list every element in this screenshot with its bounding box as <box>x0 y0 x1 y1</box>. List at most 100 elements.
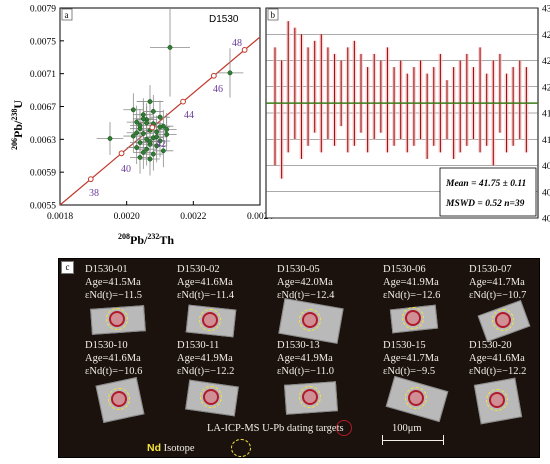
grain-end: εNd(t)=−12.4 <box>277 290 335 301</box>
grain-age: Age=41.9Ma <box>177 353 233 364</box>
grain-annotation: D1530-13 Age=41.9Ma εNd(t)=−11.0 <box>277 339 334 378</box>
panel-c-cl-images: D1530-01 Age=41.5Ma εNd(t)=−11.5 D1530-02 Ag… <box>58 258 540 458</box>
upb-spot <box>408 390 424 406</box>
grain-age: Age=41.7Ma <box>469 277 525 288</box>
nd-isotope-ring <box>106 308 128 330</box>
panel-a-label: a <box>65 10 69 20</box>
nd-isotope-ring <box>200 386 222 408</box>
grain-end: εNd(t)=−11.0 <box>277 366 334 377</box>
data-point <box>140 116 146 122</box>
nd-isotope-ring <box>402 307 424 329</box>
y-tick-label: 0.0059 <box>30 169 56 179</box>
panel-a: a D1530 0.00790.00750.00710.00670.00630.… <box>10 5 273 248</box>
upb-spot <box>405 310 421 326</box>
panel-a-y-ticks: 0.0079 0.0075 0.0071 0.0067 0.0063 0.0059 0.00… <box>30 5 64 212</box>
grain-end: εNd(t)=−9.5 <box>383 366 436 377</box>
figure-plots: a D1530 0.00790.00750.00710.00670.00630.… <box>10 5 550 248</box>
grain-age: Age=41.5Ma <box>85 277 141 288</box>
mswd-text: MSWD = 0.52 n=39 <box>445 199 525 209</box>
grain-annotation: D1530-07 Age=41.7Ma εNd(t)=−10.7 <box>469 263 526 302</box>
y-tick-label: 0.0071 <box>30 70 56 80</box>
concordia-age-marker <box>118 150 125 157</box>
upb-spot <box>489 392 505 408</box>
zircon-grain: D1530-20 Age=41.6Ma εNd(t)=−12.2 <box>469 339 550 425</box>
data-point <box>154 143 160 149</box>
concordia-age-markers: 48 46 44 42 40 38 <box>87 38 248 199</box>
panel-a-sample: D1530 <box>209 14 239 25</box>
panel-b: b 43.2 42.8 42.4 42.0 41.6 41.2 40.8 40.4 40.0 M… <box>265 5 550 225</box>
concordia-age-marker <box>241 47 248 53</box>
y-tick-label: 0.0055 <box>30 202 56 212</box>
data-point <box>167 44 173 50</box>
data-point <box>147 156 153 162</box>
concordia-age-label: 48 <box>232 38 242 49</box>
data-point <box>157 114 163 120</box>
zircon-grain: D1530-02 Age=41.6Ma εNd(t)=−11.4 <box>177 263 273 338</box>
grain-annotation: D1530-10 Age=41.6Ma εNd(t)=−10.6 <box>85 339 142 378</box>
data-point <box>164 131 170 137</box>
legend-upb-text: LA-ICP-MS U-Pb dating targets <box>207 423 344 434</box>
x-tick-label: 0.0020 <box>114 212 140 222</box>
scale-bar-tick-right <box>443 435 444 445</box>
data-point <box>154 134 160 140</box>
grain-annotation: D1530-11 Age=41.9Ma εNd(t)=−12.2 <box>177 339 234 378</box>
nd-isotope-ring <box>405 387 427 409</box>
data-point <box>140 150 146 155</box>
data-point <box>137 122 143 128</box>
y-tick-label: 43.2 <box>542 5 550 15</box>
grain-id: D1530-02 <box>177 264 220 275</box>
grain-end: εNd(t)=−12.2 <box>177 366 235 377</box>
x-tick-label: 0.0022 <box>180 212 206 222</box>
data-point <box>147 99 153 105</box>
data-point <box>150 151 156 157</box>
grain-annotation: D1530-06 Age=41.9Ma εNd(t)=−12.6 <box>383 263 440 302</box>
legend-nd-label: Nd <box>147 442 161 454</box>
grain-id: D1530-20 <box>469 340 512 351</box>
concordia-age-label: 38 <box>89 188 99 199</box>
panel-a-label-box <box>61 8 73 21</box>
data-point <box>154 129 160 135</box>
grain-age: Age=41.6Ma <box>469 353 525 364</box>
concordia-age-marker <box>87 176 94 183</box>
data-point <box>140 112 146 118</box>
upb-spot <box>111 391 127 407</box>
nd-isotope-ring <box>486 389 508 411</box>
panel-a-points <box>107 44 233 162</box>
mean-info-box <box>439 167 537 217</box>
data-point <box>164 127 170 132</box>
data-point <box>137 154 143 160</box>
upb-spot <box>203 389 219 405</box>
svg-text:206Pb/238U: 206Pb/238U <box>10 100 25 150</box>
y-tick-label: 40.4 <box>542 188 550 198</box>
panel-b-error-bars <box>273 21 529 179</box>
grain-id: D1530-11 <box>177 340 220 351</box>
zircon-grain: D1530-05 Age=42.0Ma εNd(t)=−12.4 <box>277 263 373 344</box>
grain-annotation: D1530-01 Age=41.5Ma εNd(t)=−11.5 <box>85 263 142 302</box>
zircon-grain: D1530-10 Age=41.6Ma εNd(t)=−10.6 <box>85 339 181 423</box>
grain-annotation: D1530-05 Age=42.0Ma εNd(t)=−12.4 <box>277 263 334 302</box>
y-tick-label: 41.2 <box>542 136 550 146</box>
concordia-age-label: 40 <box>121 164 131 175</box>
panel-c-label: c <box>61 261 74 274</box>
data-point <box>150 108 156 114</box>
zircon-grain: D1530-15 Age=41.7Ma εNd(t)=−9.5 <box>383 339 479 423</box>
grain-end: εNd(t)=−10.6 <box>85 366 143 377</box>
grain-id: D1530-13 <box>277 340 320 351</box>
grain-id: D1530-07 <box>469 264 512 275</box>
legend-upb-circle-icon <box>336 420 352 436</box>
concordia-age-label: 44 <box>184 110 194 121</box>
grain-age: Age=41.9Ma <box>383 277 439 288</box>
grain-id: D1530-01 <box>85 264 128 275</box>
data-point <box>130 133 136 139</box>
data-point <box>147 139 153 145</box>
y-tick-label: 0.0063 <box>30 136 56 146</box>
upb-spot <box>302 312 318 328</box>
grain-end: εNd(t)=−12.6 <box>383 290 441 301</box>
legend-isotope-label: Isotope <box>163 443 195 454</box>
scale-bar-label: 100μm <box>392 423 422 434</box>
grain-annotation: D1530-15 Age=41.7Ma εNd(t)=−9.5 <box>383 339 439 378</box>
grain-id: D1530-05 <box>277 264 320 275</box>
grain-annotation: D1530-02 Age=41.6Ma εNd(t)=−11.4 <box>177 263 234 302</box>
panel-a-x-axis-label: 208Pb/232Th <box>118 232 174 247</box>
panel-b-label: b <box>271 10 276 20</box>
